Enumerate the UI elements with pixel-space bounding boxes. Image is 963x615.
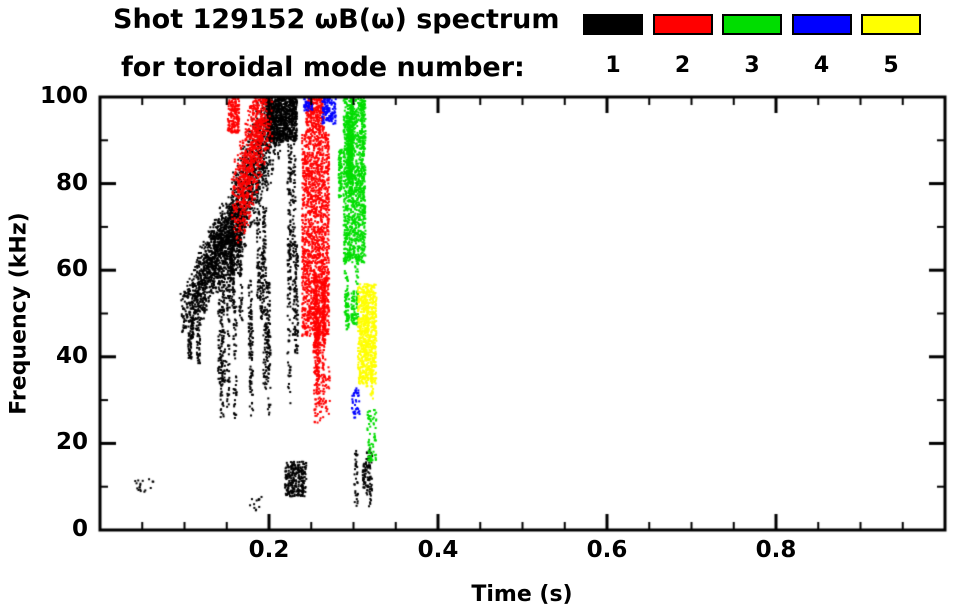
legend-swatch-n3 bbox=[722, 14, 782, 35]
legend-swatch-n2 bbox=[652, 14, 713, 35]
legend-label-n4: 4 bbox=[813, 53, 830, 78]
x-tick-label: 0.6 bbox=[586, 537, 628, 563]
legend-label-n1: 1 bbox=[605, 53, 621, 78]
plot-title: Shot 129152 ωB(ω) spectrum bbox=[113, 4, 560, 35]
y-tick-label: 100 bbox=[39, 83, 88, 109]
x-tick-label: 0.2 bbox=[248, 537, 290, 563]
x-tick-label: 0.4 bbox=[417, 537, 459, 563]
y-tick-label: 20 bbox=[55, 429, 88, 456]
y-axis-label: Frequency (kHz) bbox=[6, 212, 32, 415]
legend-swatch-n4 bbox=[791, 14, 852, 35]
legend-swatch-n5 bbox=[861, 14, 921, 35]
x-tick-label: 0.8 bbox=[755, 537, 797, 563]
plot-subtitle: for toroidal mode number: bbox=[121, 52, 525, 83]
legend-label-n2: 2 bbox=[674, 53, 691, 78]
legend-swatch-n1 bbox=[583, 14, 643, 35]
y-tick-label: 40 bbox=[55, 342, 88, 369]
y-tick-label: 80 bbox=[55, 169, 88, 196]
y-tick-label: 0 bbox=[71, 516, 88, 542]
legend-label-n5: 5 bbox=[883, 53, 899, 78]
legend-label-n3: 3 bbox=[744, 53, 760, 78]
x-axis-label: Time (s) bbox=[471, 582, 573, 607]
y-tick-label: 60 bbox=[55, 256, 88, 283]
